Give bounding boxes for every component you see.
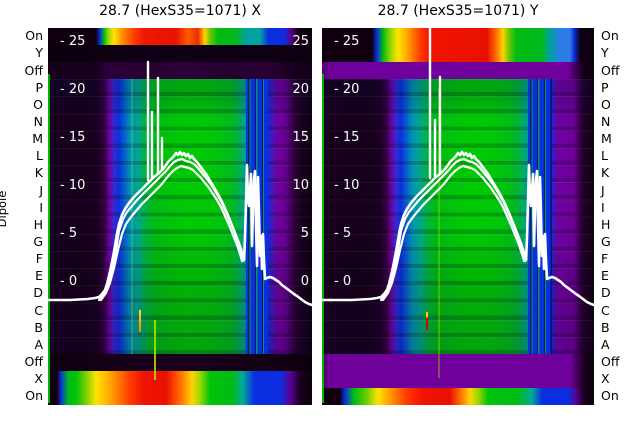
row-label: C (601, 302, 610, 318)
row-label: K (601, 165, 610, 181)
inner-tick-label: - 15 (334, 130, 360, 145)
inner-tick-label: - 0 (60, 274, 78, 289)
row-label: B (34, 319, 43, 335)
row-label: Off (601, 62, 620, 78)
inner-tick-label: 0 (300, 274, 309, 289)
hot-pixel-artifact (426, 312, 428, 330)
row-label: Off (24, 62, 43, 78)
left-edge-green-line (322, 74, 324, 403)
hot-pixel-artifact (154, 320, 156, 380)
row-label: F (35, 251, 43, 267)
row-label: Y (35, 45, 43, 61)
row-label: On (25, 388, 43, 404)
row-label: F (601, 251, 609, 267)
row-label: N (33, 114, 43, 130)
row-label: E (601, 268, 609, 284)
row-label: On (601, 388, 619, 404)
row-labels-right: On Y Off P O N M L K J I H G F E D C B A Off X On (601, 28, 639, 405)
row-label: M (32, 131, 43, 147)
band-off-top (48, 62, 312, 79)
inner-tick-label: - 20 (334, 82, 360, 97)
row-label: A (34, 336, 43, 352)
panel-x-title: 28.7 (HexS35=1071) X (99, 3, 261, 19)
inner-tick-label: 5 (300, 226, 309, 241)
row-label: J (39, 182, 43, 198)
panel-y-title: 28.7 (HexS35=1071) Y (377, 3, 539, 19)
row-label: K (34, 165, 43, 181)
row-label: E (35, 268, 43, 284)
inner-tick-label: 10 (292, 178, 309, 193)
row-label: On (25, 28, 43, 44)
inner-tick-label: - 0 (334, 274, 352, 289)
inner-tick-label: - 5 (334, 226, 352, 241)
inner-tick-label: 15 (292, 130, 309, 145)
row-label: P (601, 79, 609, 95)
overlay-curve (48, 60, 312, 307)
inner-ticks-left: - 25 - 20 - 15 - 10 - 5 - 0 (60, 28, 85, 306)
row-label: I (601, 199, 605, 215)
inner-tick-label: - 25 (334, 34, 360, 49)
row-label: B (601, 319, 610, 335)
row-label: G (601, 234, 611, 249)
row-label: M (601, 131, 612, 147)
band-off-bottom (48, 354, 312, 371)
row-label: Y (601, 45, 609, 61)
left-edge-green-line (48, 74, 50, 403)
band-on-top (48, 28, 312, 45)
row-label: P (35, 79, 43, 95)
row-label: D (33, 285, 43, 301)
row-label: G (33, 234, 43, 249)
row-label: L (601, 148, 608, 164)
band-y-row (48, 45, 312, 62)
inner-tick-label: - 5 (60, 226, 78, 241)
row-label: Off (601, 353, 620, 369)
row-label: N (601, 114, 611, 130)
row-label: C (34, 302, 43, 318)
row-label: H (601, 216, 611, 232)
spike-lines (146, 60, 164, 182)
row-label: On (601, 28, 619, 44)
row-label: H (33, 216, 43, 232)
row-label: J (601, 182, 605, 198)
row-label: I (39, 199, 43, 215)
inner-tick-label: 20 (292, 82, 309, 97)
hot-pixel-artifact (139, 310, 141, 332)
band-main-heatmap (48, 79, 312, 354)
row-label: X (601, 371, 610, 387)
inner-tick-label: - 25 (60, 34, 86, 49)
heatmap-panel-y: - 25- 20- 15- 10- 5- 0 05010015020025030… (322, 28, 594, 405)
row-label: O (33, 96, 43, 112)
overlay-curve (322, 28, 594, 307)
spike-lines (428, 28, 442, 180)
row-label: X (34, 371, 43, 387)
inner-tick-label: - 10 (60, 178, 86, 193)
row-label: A (601, 336, 610, 352)
band-offx-purple (322, 354, 594, 388)
band-xon-rainbow (48, 371, 312, 405)
inner-ticks-left: - 25 - 20 - 15 - 10 - 5 - 0 (334, 28, 359, 306)
row-label: D (601, 285, 611, 301)
band-ony-rainbow (322, 28, 594, 62)
bright-column-artifact (438, 88, 440, 378)
row-label: L (36, 148, 43, 164)
band-off-top-purple (322, 62, 594, 79)
inner-ticks-right: 25 20 15 10 5 0 (292, 28, 309, 306)
row-label: O (601, 96, 611, 112)
inner-tick-label: - 10 (334, 178, 360, 193)
inner-tick-label: 25 (292, 34, 309, 49)
band-on-rainbow (322, 388, 594, 405)
row-labels-left: On Y Off P O N M L K J I H G F E D C B A Off X On (0, 28, 43, 405)
row-label: Off (24, 353, 43, 369)
inner-tick-label: - 20 (60, 82, 86, 97)
inner-tick-label: - 15 (60, 130, 86, 145)
